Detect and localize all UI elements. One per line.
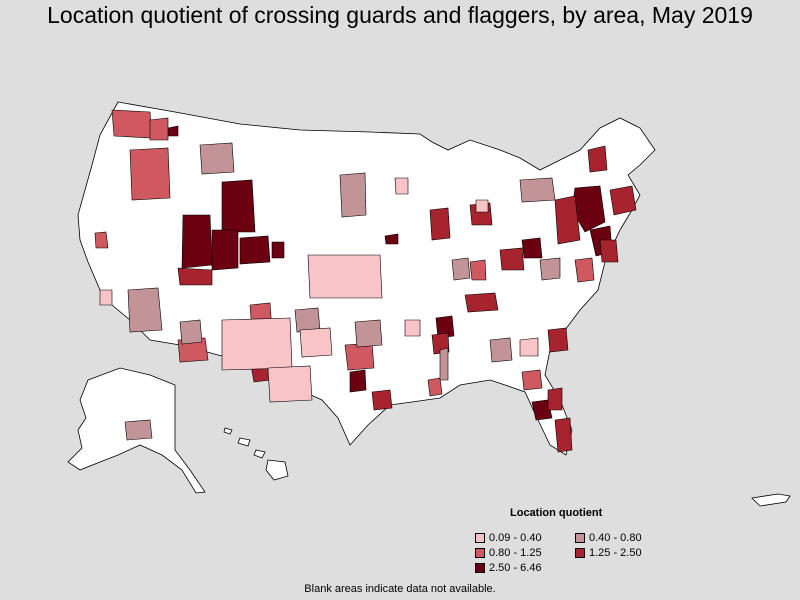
legend-label: 0.80 - 1.25: [489, 546, 542, 559]
legend-swatch: [575, 547, 585, 558]
legend-swatch: [475, 562, 485, 573]
legend-label: 0.09 - 0.40: [489, 531, 542, 544]
legend-label: 2.50 - 6.46: [489, 561, 542, 574]
legend-label: 0.40 - 0.80: [589, 531, 642, 544]
legend-item-1-25-2-50: 1.25 - 2.50: [575, 546, 642, 559]
legend-label: 1.25 - 2.50: [589, 546, 642, 559]
puerto-rico-shape: [751, 493, 791, 507]
legend-item-2-50-6-46: 2.50 - 6.46: [475, 561, 542, 574]
legend-title: Location quotient: [510, 507, 603, 519]
legend-swatch: [475, 547, 485, 558]
hawaii-islands: [223, 427, 289, 481]
legend-item-0-09-0-40: 0.09 - 0.40: [475, 531, 542, 544]
footnote: Blank areas indicate data not available.: [304, 583, 496, 595]
areas-0-80-1-25: [94, 109, 595, 397]
areas-2-50-6-46: [167, 125, 613, 421]
areas-0-40-0-80: [124, 142, 561, 441]
map-title: Location quotient of crossing guards and…: [47, 2, 753, 28]
map-legend: Location quotient 0.09 - 0.40 0.40 - 0.8…: [470, 507, 670, 577]
legend-swatch: [575, 532, 585, 543]
legend-swatch: [475, 532, 485, 543]
legend-item-0-40-0-80: 0.40 - 0.80: [575, 531, 642, 544]
areas-0-09-0-40: [99, 177, 539, 403]
legend-item-0-80-1-25: 0.80 - 1.25: [475, 546, 542, 559]
